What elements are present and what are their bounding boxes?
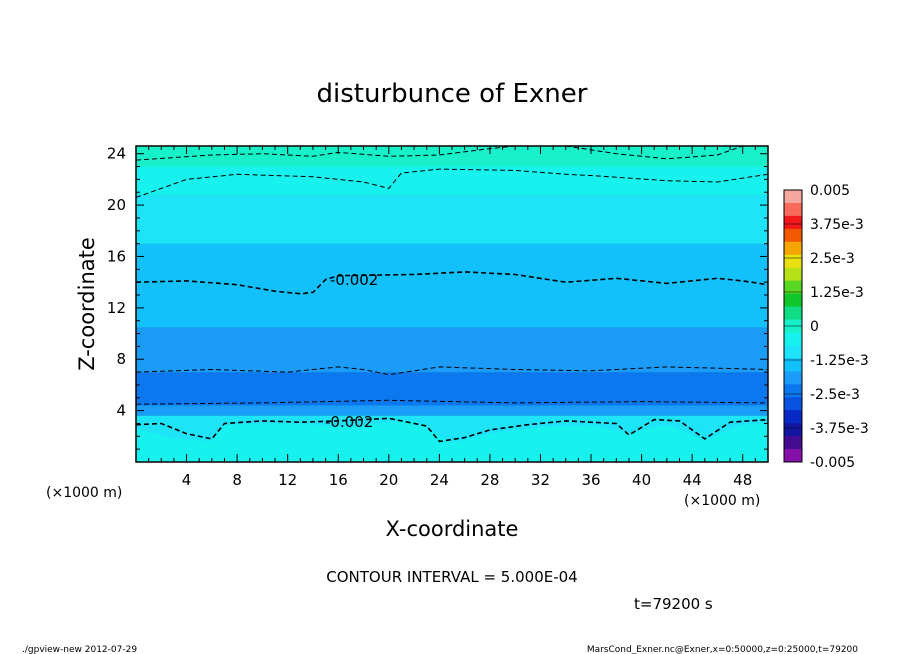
colorbar-swatch [784, 449, 802, 463]
contour-band-1 [136, 405, 768, 416]
contour-label-lower: -0.002 [325, 413, 373, 431]
contour-line-3 [136, 271, 768, 295]
x-tick-label: 8 [232, 471, 242, 489]
colorbar-label: -3.75e-3 [810, 421, 869, 437]
x-tick-label: 32 [531, 471, 550, 489]
contour-line-2 [136, 366, 768, 376]
footer-left: ./gpview-new 2012-07-29 [22, 645, 137, 654]
band-surface [136, 420, 768, 462]
contour-lines [136, 146, 768, 443]
colorbar-swatch [784, 254, 802, 269]
colorbar-label: 2.5e-3 [810, 251, 855, 267]
y-tick-label: 24 [107, 145, 126, 163]
colorbar-swatch [784, 267, 802, 282]
x-tick-label: 40 [632, 471, 651, 489]
contour-band-6 [136, 146, 768, 167]
footer-right: MarsCond_Exner.nc@Exner,x=0:50000,z=0:25… [587, 645, 858, 654]
x-axis-ticks: 4 8 12 16 20 24 28 32 36 40 44 48 [148, 146, 756, 489]
colorbar-label: 0.005 [810, 183, 850, 199]
colorbar-swatch [784, 345, 802, 359]
contour-bands [136, 146, 768, 462]
x-tick-label: 28 [480, 471, 499, 489]
x-tick-label: 24 [430, 471, 449, 489]
contour-label-upper: -0.002 [330, 271, 378, 289]
x-unit-label: (×1000 m) [684, 493, 760, 509]
x-tick-label: 20 [379, 471, 398, 489]
contour-band-2 [136, 327, 768, 373]
contour-band-3 [136, 243, 768, 328]
colorbar-label: -0.005 [810, 455, 855, 471]
x-tick-label: 48 [733, 471, 752, 489]
x-tick-label: 36 [581, 471, 600, 489]
contour-line-6 [565, 146, 743, 160]
colorbar-swatch [784, 215, 802, 230]
contour-band-0 [136, 372, 768, 406]
colorbar-swatch [784, 293, 802, 308]
colorbar-swatch [784, 436, 802, 450]
time-label: t=79200 s [634, 595, 713, 613]
y-tick-label: 4 [116, 402, 126, 420]
y-tick-label: 20 [107, 196, 126, 214]
colorbar-swatch [784, 397, 802, 411]
x-tick-label: 16 [329, 471, 348, 489]
colorbar-swatch [784, 228, 802, 243]
contour-interval-note: CONTOUR INTERVAL = 5.000E-04 [326, 568, 577, 586]
y-axis-ticks: 4 8 12 16 20 24 [107, 145, 768, 450]
colorbar-swatch [784, 280, 802, 295]
colorbar-swatch [784, 371, 802, 385]
y-unit-label: (×1000 m) [46, 485, 122, 501]
colorbar-swatch [784, 410, 802, 424]
y-axis-label: Z-coordinate [75, 237, 99, 371]
colorbar-swatch [784, 332, 802, 346]
colorbar-swatch [784, 241, 802, 256]
colorbar-swatch [784, 202, 802, 217]
colorbar-swatch [784, 190, 802, 204]
colorbar-swatch [784, 423, 802, 437]
contour-band-4 [136, 194, 768, 244]
y-tick-label: 12 [107, 299, 126, 317]
x-tick-label: 44 [683, 471, 702, 489]
y-tick-label: 16 [107, 247, 126, 265]
x-axis-label: X-coordinate [386, 517, 519, 541]
colorbar-label: 3.75e-3 [810, 217, 864, 233]
contour-band-5 [136, 166, 768, 195]
chart-title: disturbunce of Exner [317, 79, 588, 109]
colorbar-swatch [784, 358, 802, 372]
x-tick-label: 12 [278, 471, 297, 489]
colorbar-swatch [784, 306, 802, 321]
y-tick-label: 8 [116, 350, 126, 368]
contour-line-4 [136, 168, 768, 198]
colorbar-label: 1.25e-3 [810, 285, 864, 301]
contour-line-0 [136, 417, 768, 443]
x-tick-label: 4 [182, 471, 192, 489]
contour-line-1 [136, 399, 768, 405]
colorbar-swatch [784, 384, 802, 398]
colorbar-labels: 0.005 3.75e-3 2.5e-3 1.25e-3 0 -1.25e-3 -2.5e-… [784, 183, 869, 471]
colorbar-label: -2.5e-3 [810, 387, 860, 403]
colorbar-label: 0 [810, 319, 819, 335]
colorbar-label: -1.25e-3 [810, 353, 869, 369]
